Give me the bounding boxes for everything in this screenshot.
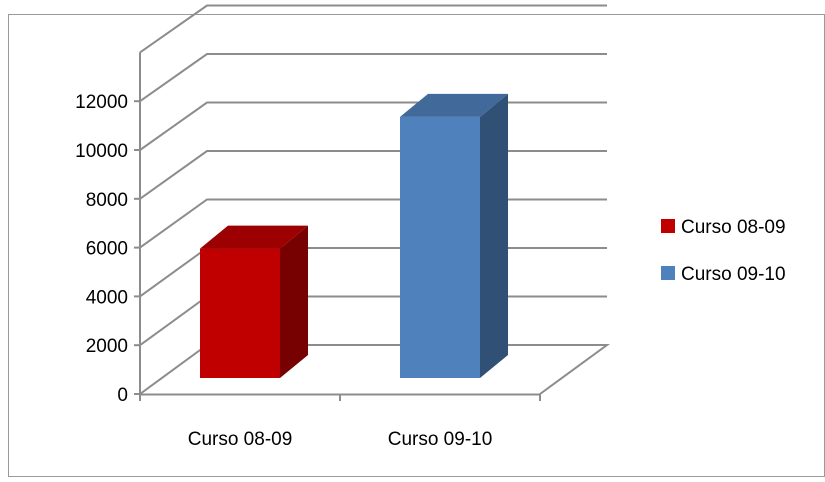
gridline [139, 4, 607, 54]
gridline [139, 101, 607, 151]
bar-top-face [200, 225, 308, 249]
legend-label: Curso 08-09 [681, 217, 786, 238]
axis-labels: 0 2000 4000 6000 8000 10000 12000 Curso 08-09 Cu… [75, 92, 492, 450]
legend: Curso 08-09 Curso 09-10 [661, 217, 786, 285]
gridline [139, 198, 607, 249]
y-tick-label: 6000 [86, 239, 128, 260]
bar [200, 225, 308, 378]
y-tick-label: 10000 [75, 141, 128, 162]
y-tick-label: 8000 [86, 190, 128, 211]
legend-label: Curso 09-10 [681, 264, 786, 285]
bar-front-face [200, 248, 280, 378]
bar-side-face [280, 225, 308, 378]
legend-swatch [661, 219, 675, 233]
x-category-label: Curso 09-10 [388, 429, 493, 450]
bar [400, 93, 508, 379]
bar-front-face [400, 116, 480, 379]
bars [200, 93, 508, 379]
gridline [139, 150, 607, 200]
y-tick-label: 2000 [86, 336, 128, 357]
y-tick-label: 12000 [75, 92, 128, 113]
bar-side-face [480, 93, 508, 379]
legend-swatch [661, 266, 675, 280]
gridline [139, 53, 607, 103]
y-tick-label: 0 [117, 385, 128, 406]
axes [134, 52, 541, 401]
x-category-label: Curso 08-09 [188, 429, 293, 450]
y-tick-label: 4000 [86, 287, 128, 308]
bar-top-face [400, 93, 508, 117]
